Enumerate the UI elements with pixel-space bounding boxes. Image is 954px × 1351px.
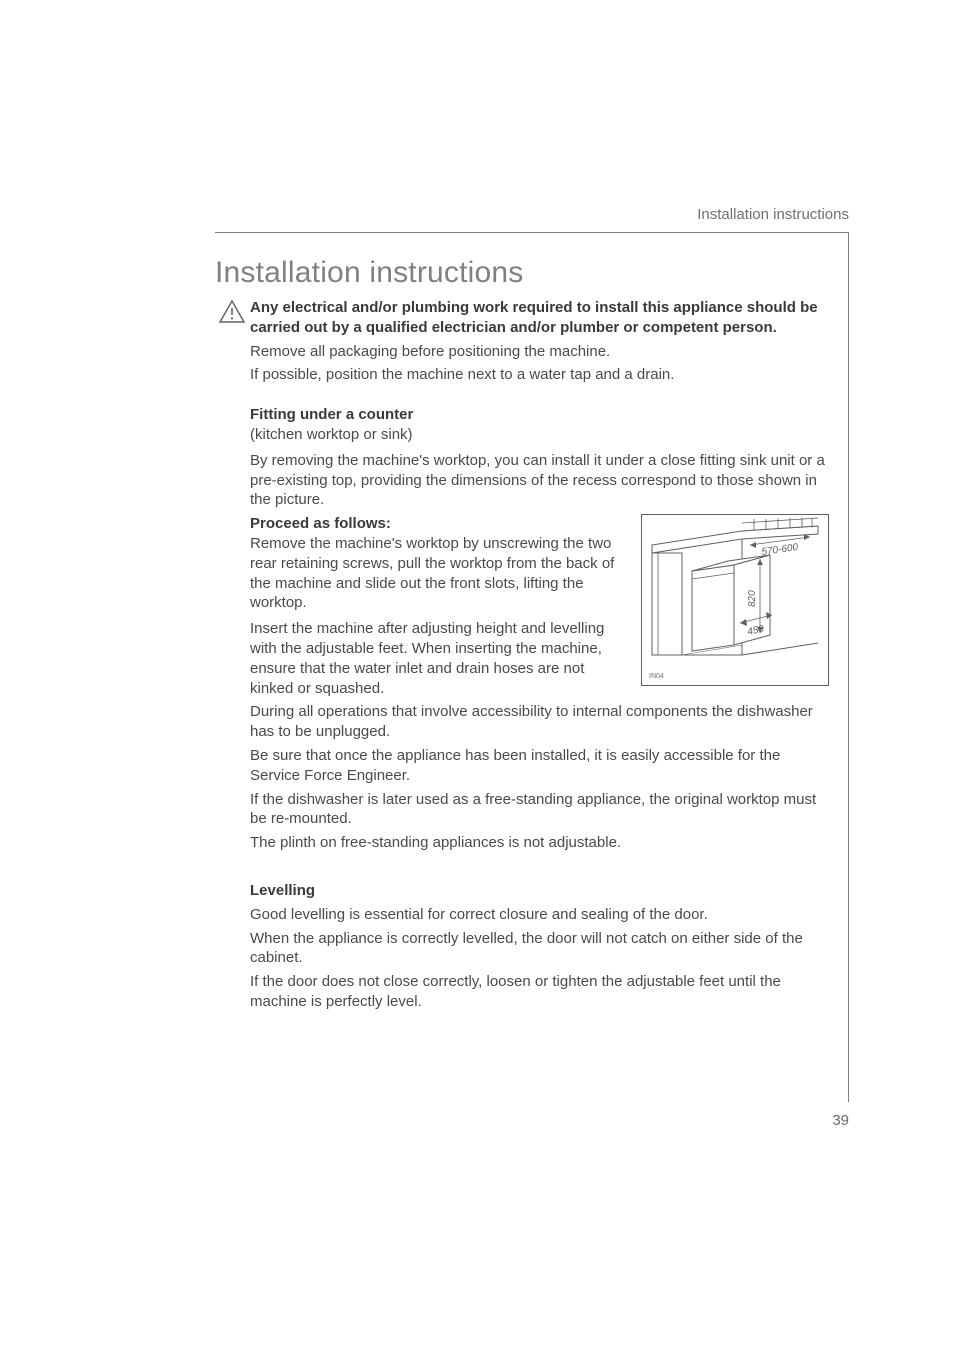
vertical-rule	[848, 232, 849, 1102]
intro-paragraph-1: Remove all packaging before positioning …	[250, 342, 829, 362]
proceed-paragraph-2: Insert the machine after adjusting heigh…	[250, 619, 623, 698]
section-heading-fitting: Fitting under a counter	[250, 405, 829, 425]
section-subtext: (kitchen worktop or sink)	[250, 425, 829, 445]
intro-paragraph-2: If possible, position the machine next t…	[250, 365, 829, 385]
page-number: 39	[832, 1112, 849, 1129]
page-title: Installation instructions	[215, 256, 849, 290]
proceed-paragraph-6: The plinth on free-standing appliances i…	[250, 833, 829, 853]
proceed-paragraph-3: During all operations that involve acces…	[250, 702, 829, 742]
proceed-paragraph-1: Remove the machine's worktop by unscrewi…	[250, 534, 623, 613]
levelling-paragraph-3: If the door does not close correctly, lo…	[250, 972, 829, 1012]
diagram-code-label: IN04	[649, 673, 664, 680]
levelling-paragraph-1: Good levelling is essential for correct …	[250, 905, 829, 925]
header-rule	[215, 232, 849, 233]
dim-height-label: 820	[747, 590, 758, 607]
warning-text: Any electrical and/or plumbing work requ…	[250, 298, 829, 338]
warning-triangle-icon	[219, 300, 245, 329]
proceed-paragraph-4: Be sure that once the appliance has been…	[250, 746, 829, 786]
section-heading-levelling: Levelling	[250, 881, 829, 901]
dimensions-diagram: 570-600 820 450 IN04	[641, 514, 829, 686]
fitting-paragraph-1: By removing the machine's worktop, you c…	[250, 451, 829, 510]
levelling-paragraph-2: When the appliance is correctly levelled…	[250, 929, 829, 969]
running-header: Installation instructions	[697, 206, 849, 223]
proceed-heading: Proceed as follows:	[250, 514, 623, 534]
dim-depth-label: 570-600	[761, 542, 799, 558]
proceed-paragraph-5: If the dishwasher is later used as a fre…	[250, 790, 829, 830]
